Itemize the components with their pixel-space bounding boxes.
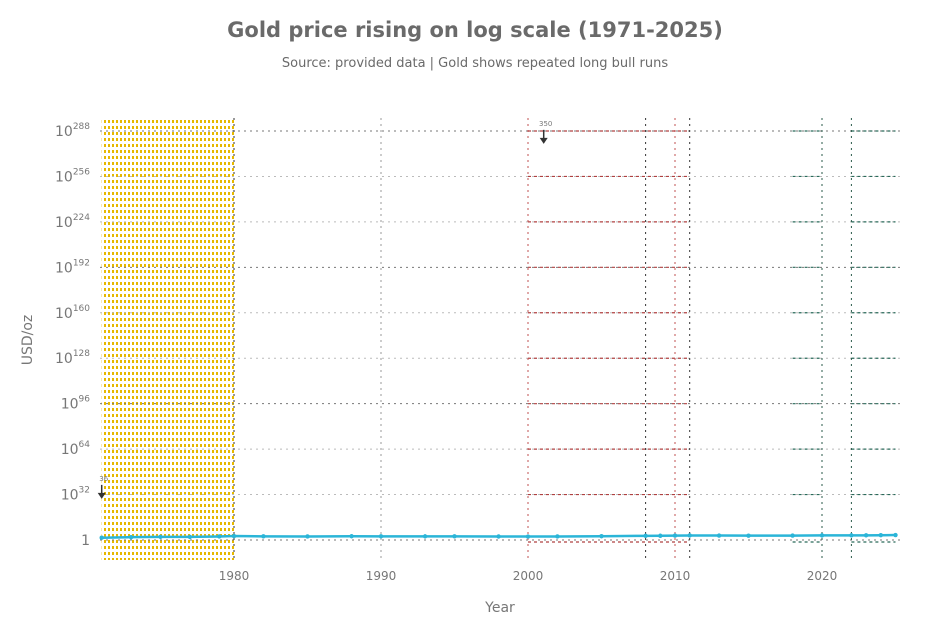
- y-tick-exponent: 96: [79, 395, 91, 405]
- y-tick-label: 1064: [61, 440, 91, 458]
- y-tick-base: 10: [61, 397, 79, 413]
- data-point: [819, 533, 825, 538]
- chart-title: Gold price rising on log scale (1971-202…: [227, 18, 723, 42]
- data-point: [422, 534, 428, 539]
- data-point: [305, 534, 310, 539]
- y-tick-label: 10128: [55, 349, 90, 367]
- y-tick-base: 10: [55, 351, 73, 367]
- data-point: [863, 533, 869, 538]
- data-point: [790, 533, 795, 538]
- arrow-down-icon: [539, 137, 548, 144]
- data-point: [687, 533, 692, 538]
- y-axis-label: USD/oz: [20, 315, 36, 366]
- y-tick-label: 10256: [55, 167, 90, 185]
- data-point: [599, 534, 604, 539]
- data-point: [128, 534, 134, 540]
- data-point: [349, 534, 354, 539]
- arrow-down-icon: [97, 492, 106, 499]
- data-point: [746, 533, 751, 538]
- data-point: [231, 533, 237, 539]
- annotation-label: 36: [99, 475, 108, 483]
- data-point: [555, 534, 560, 539]
- data-point: [217, 534, 222, 539]
- data-point: [658, 533, 663, 538]
- y-tick-label: 10224: [55, 213, 90, 231]
- shaded-region: [101, 118, 234, 560]
- y-tick-exponent: 256: [73, 167, 90, 177]
- y-tick-exponent: 288: [73, 122, 90, 132]
- data-point: [878, 533, 883, 538]
- data-point: [261, 534, 266, 539]
- data-point: [187, 534, 193, 540]
- data-point: [893, 532, 898, 538]
- data-point: [452, 534, 457, 539]
- x-axis-label: Year: [484, 600, 515, 616]
- y-tick-label: 1: [81, 533, 90, 549]
- data-point: [716, 533, 722, 538]
- annotation-label: 350: [539, 120, 552, 128]
- y-tick-label: 10160: [55, 304, 90, 322]
- data-point: [158, 534, 163, 540]
- x-tick-label: 1980: [219, 569, 250, 583]
- y-tick-base: 10: [61, 442, 79, 458]
- x-tick-label: 2000: [513, 569, 544, 583]
- chart-subtitle: Source: provided data | Gold shows repea…: [281, 56, 669, 71]
- y-tick-exponent: 128: [73, 349, 90, 359]
- data-point: [643, 533, 648, 539]
- data-point: [672, 533, 678, 538]
- y-tick-exponent: 32: [79, 486, 90, 496]
- y-tick-exponent: 160: [73, 304, 90, 314]
- price-line: [101, 533, 896, 539]
- data-point: [378, 534, 384, 539]
- y-tick-label: 1032: [61, 486, 90, 504]
- y-tick-exponent: 224: [73, 213, 90, 223]
- x-tick-label: 1990: [366, 569, 397, 583]
- y-tick-base: 10: [55, 215, 73, 231]
- y-tick-base: 10: [55, 169, 73, 185]
- y-tick-label: 10288: [55, 122, 90, 140]
- y-tick-exponent: 192: [73, 258, 90, 268]
- y-tick-base: 10: [55, 306, 73, 322]
- y-tick-label: 10192: [55, 258, 90, 276]
- x-tick-label: 2020: [807, 569, 838, 583]
- y-tick-base: 10: [55, 260, 73, 276]
- data-point: [99, 535, 104, 540]
- y-tick-base: 10: [55, 124, 73, 140]
- y-tick-base: 1: [81, 533, 90, 549]
- data-point: [525, 534, 531, 539]
- data-point: [849, 533, 854, 538]
- x-tick-label: 2010: [660, 569, 691, 583]
- data-point: [496, 534, 501, 539]
- y-tick-exponent: 64: [79, 440, 91, 450]
- y-tick-label: 1096: [61, 395, 91, 413]
- y-tick-base: 10: [61, 488, 79, 504]
